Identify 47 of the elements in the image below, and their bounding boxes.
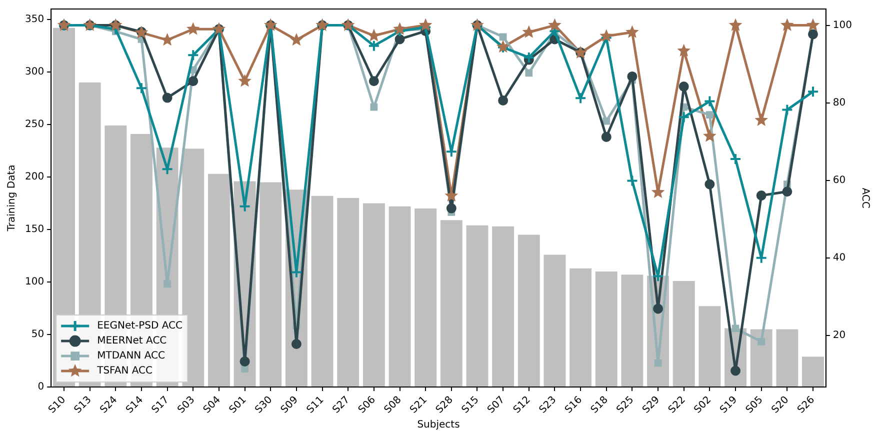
legend-label: MTDANN ACC [97, 350, 165, 362]
x-tick-label: S13 [72, 394, 94, 416]
legend-label: TSFAN ACC [96, 366, 153, 377]
y2-tick-label: 40 [832, 252, 846, 264]
x-tick-label: S06 [356, 394, 378, 416]
x-axis-title: Subjects [417, 420, 460, 431]
x-tick-label: S19 [718, 394, 740, 416]
y2-tick-label: 20 [832, 330, 846, 342]
x-tick-label: S11 [304, 394, 326, 416]
y-tick-label: 300 [24, 66, 44, 78]
y-tick-label: 350 [24, 14, 44, 26]
x-tick-label: S28 [434, 394, 456, 416]
x-tick-label: S12 [512, 394, 533, 416]
y2-tick-label: 80 [832, 97, 846, 108]
y2-tick-label: 100 [832, 20, 852, 31]
y-axis-title: Training Data [6, 164, 18, 232]
legend-label: MEERNet ACC [97, 336, 167, 347]
x-tick-label: S02 [692, 394, 714, 416]
x-tick-label: S01 [227, 394, 249, 416]
x-tick-label: S23 [537, 394, 559, 416]
x-tick-label: S26 [796, 394, 817, 416]
y-tick-label: 0 [38, 382, 44, 393]
x-tick-label: S22 [666, 394, 688, 416]
y-tick-label: 250 [24, 119, 44, 130]
x-tick-label: S10 [46, 394, 68, 416]
x-tick-label: S04 [202, 394, 223, 416]
x-tick-label: S29 [640, 394, 662, 416]
x-tick-label: S25 [614, 394, 636, 416]
legend-label: EEGNet-PSD ACC [97, 320, 183, 332]
x-tick-label: S20 [770, 394, 792, 416]
x-tick-label: S16 [563, 394, 585, 416]
y-tick-label: 150 [24, 224, 44, 236]
y2-tick-label: 60 [832, 174, 846, 186]
x-tick-label: S14 [124, 394, 146, 416]
y-tick-label: 200 [24, 172, 44, 183]
x-tick-label: S08 [382, 394, 404, 416]
x-tick-label: S21 [408, 394, 430, 416]
x-tick-label: S30 [253, 394, 275, 416]
x-tick-label: S09 [279, 394, 300, 416]
y-tick-label: 100 [24, 276, 44, 288]
y-tick-label: 50 [31, 329, 44, 340]
x-tick-label: S03 [176, 394, 198, 416]
x-tick-label: S24 [98, 394, 120, 416]
x-tick-label: S15 [460, 394, 482, 416]
y2-axis-title: ACC [859, 188, 870, 208]
x-tick-label: S05 [744, 394, 766, 416]
x-tick-label: S18 [589, 394, 610, 416]
